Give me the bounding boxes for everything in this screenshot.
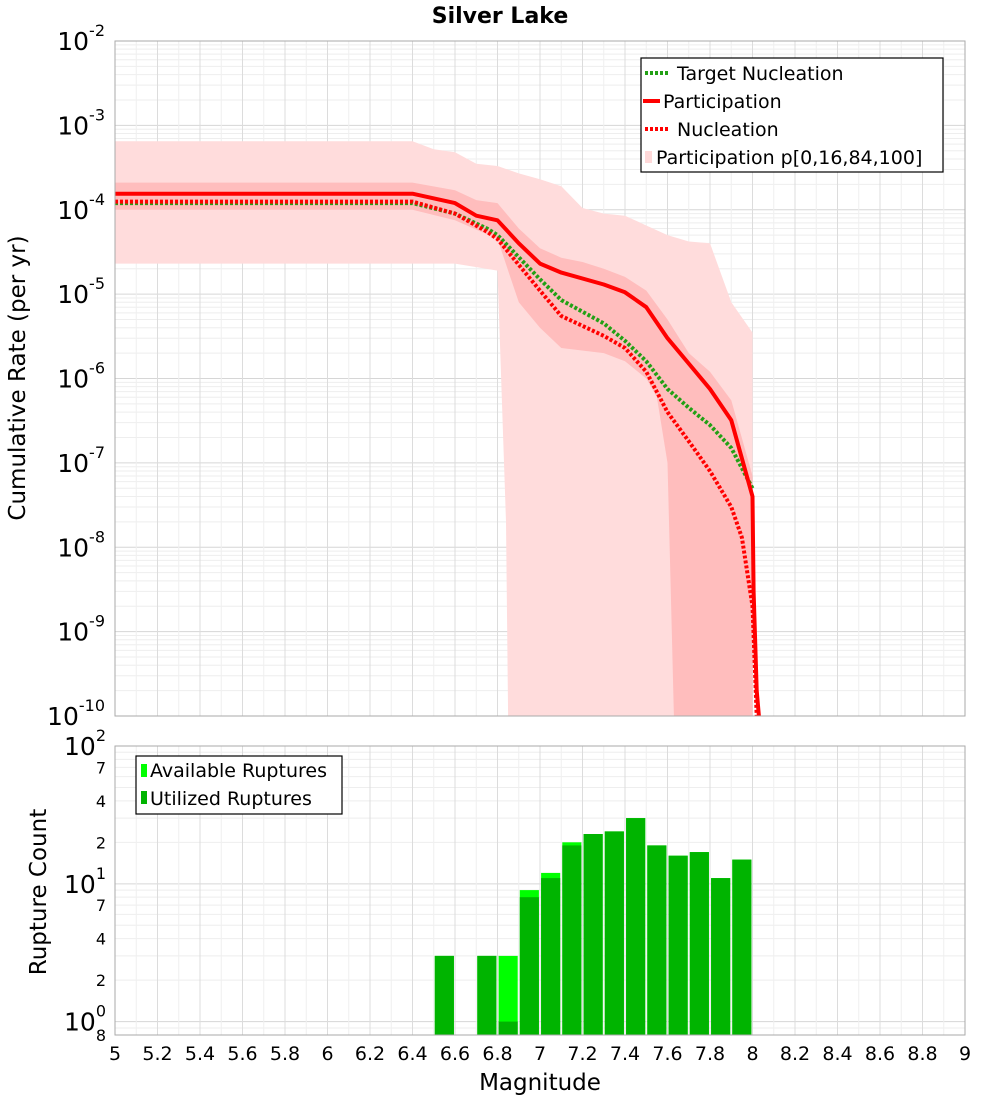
bottom-y-tick-label: 100 — [64, 1002, 106, 1037]
chart-title: Silver Lake — [432, 4, 569, 29]
series-line-participation — [115, 191, 761, 717]
legend-swatch-available-ruptures — [141, 764, 147, 777]
x-axis-label: Magnitude — [479, 1070, 601, 1096]
bar-utilized-ruptures — [668, 855, 688, 1035]
x-tick-label: 7.4 — [610, 1043, 640, 1065]
x-tick-label: 7.2 — [567, 1043, 597, 1065]
bar-utilized-ruptures — [626, 818, 646, 1035]
x-tick-label: 8.2 — [780, 1043, 810, 1065]
bottom-y-tick-label: 4 — [96, 792, 106, 811]
bar-utilized-ruptures — [604, 831, 624, 1035]
x-tick-label: 5.6 — [227, 1043, 257, 1065]
bar-available-ruptures — [498, 955, 518, 1035]
bar-utilized-ruptures — [711, 878, 731, 1035]
x-tick-label: 5 — [109, 1043, 121, 1065]
x-tick-label: 8.6 — [865, 1043, 895, 1065]
top-y-tick-label: 10-10 — [47, 696, 105, 731]
top-legend: Target Nucleation Participation Nucleati… — [640, 57, 944, 173]
bottom-y-axis-label: Rupture Count — [26, 809, 52, 975]
bottom-legend: Available Ruptures Utilized Ruptures — [135, 755, 343, 815]
bar-utilized-ruptures — [498, 1021, 518, 1035]
top-y-tick-label: 10-4 — [57, 190, 105, 225]
legend-swatch-participation-band — [645, 151, 652, 163]
legend-label-utilized-ruptures: Utilized Ruptures — [150, 788, 312, 810]
series-line-target-nucleation — [115, 201, 755, 490]
x-tick-label: 6.8 — [482, 1043, 512, 1065]
bar-utilized-ruptures — [732, 859, 752, 1035]
top-y-tick-label: 10-8 — [57, 527, 105, 562]
top-lines — [115, 191, 761, 717]
top-legend-box — [640, 57, 944, 173]
bar-utilized-ruptures — [477, 955, 497, 1035]
x-tick-label: 7 — [534, 1043, 546, 1065]
top-y-tick-label: 10-3 — [57, 105, 105, 140]
bar-utilized-ruptures — [562, 845, 582, 1035]
x-tick-label: 9 — [959, 1043, 971, 1065]
top-y-tick-label: 10-9 — [57, 612, 105, 647]
bottom-y-tick-label: 2 — [96, 971, 106, 990]
legend-label-target-nucleation: Target Nucleation — [676, 63, 844, 85]
top-y-tick-label: 10-7 — [57, 443, 105, 478]
legend-label-available-ruptures: Available Ruptures — [150, 760, 327, 782]
x-tick-labels: 5 5.2 5.4 5.6 5.8 6 6.2 6.4 6.6 6.8 7 7.2 7.4 7.6 7.8 8… — [109, 1043, 971, 1065]
x-tick-label: 5.4 — [185, 1043, 215, 1065]
bottom-y-tick-label: 4 — [96, 930, 106, 949]
x-tick-label: 6 — [321, 1043, 333, 1065]
legend-label-participation-band: Participation p[0,16,84,100] — [656, 147, 922, 169]
bar-utilized-ruptures — [541, 878, 561, 1035]
bottom-plot-frame — [114, 745, 966, 1036]
top-y-axis-label: Cumulative Rate (per yr) — [5, 235, 31, 520]
x-tick-label: 7.8 — [695, 1043, 725, 1065]
legend-label-participation: Participation — [663, 91, 782, 113]
legend-swatch-utilized-ruptures — [141, 791, 147, 804]
bottom-y-tick-label: 7 — [96, 896, 106, 915]
top-plot-frame — [114, 40, 966, 717]
bar-utilized-ruptures — [434, 955, 454, 1035]
bar-utilized-ruptures — [583, 834, 603, 1035]
x-tick-label: 6.4 — [397, 1043, 427, 1065]
bottom-y-tick-label: 2 — [96, 833, 106, 852]
top-y-tick-label: 10-5 — [57, 274, 105, 309]
top-y-tick-labels: 10-2 10-3 10-4 10-5 10-6 10-7 10-8 10-9 10-10 — [47, 21, 105, 731]
bottom-bars — [434, 818, 752, 1035]
x-tick-label: 7.6 — [652, 1043, 682, 1065]
bottom-y-tick-label: 102 — [64, 726, 106, 761]
bottom-y-tick-label: 7 — [96, 758, 106, 777]
top-y-tick-label: 10-2 — [57, 21, 105, 56]
x-tick-label: 8.4 — [822, 1043, 852, 1065]
series-line-nucleation — [115, 199, 759, 717]
x-tick-label: 6.6 — [440, 1043, 470, 1065]
x-tick-label: 6.2 — [355, 1043, 385, 1065]
x-tick-label: 8.8 — [907, 1043, 937, 1065]
x-tick-label: 8 — [746, 1043, 758, 1065]
bar-utilized-ruptures — [647, 845, 667, 1035]
bottom-y-tick-label: 8 — [96, 1026, 106, 1045]
top-y-tick-label: 10-6 — [57, 359, 105, 394]
legend-label-nucleation: Nucleation — [677, 119, 779, 141]
x-tick-label: 5.8 — [270, 1043, 300, 1065]
x-tick-label: 5.2 — [142, 1043, 172, 1065]
bar-utilized-ruptures — [519, 897, 539, 1035]
bottom-y-tick-label: 101 — [64, 864, 106, 899]
bottom-legend-box — [135, 755, 343, 815]
bar-utilized-ruptures — [689, 852, 709, 1035]
